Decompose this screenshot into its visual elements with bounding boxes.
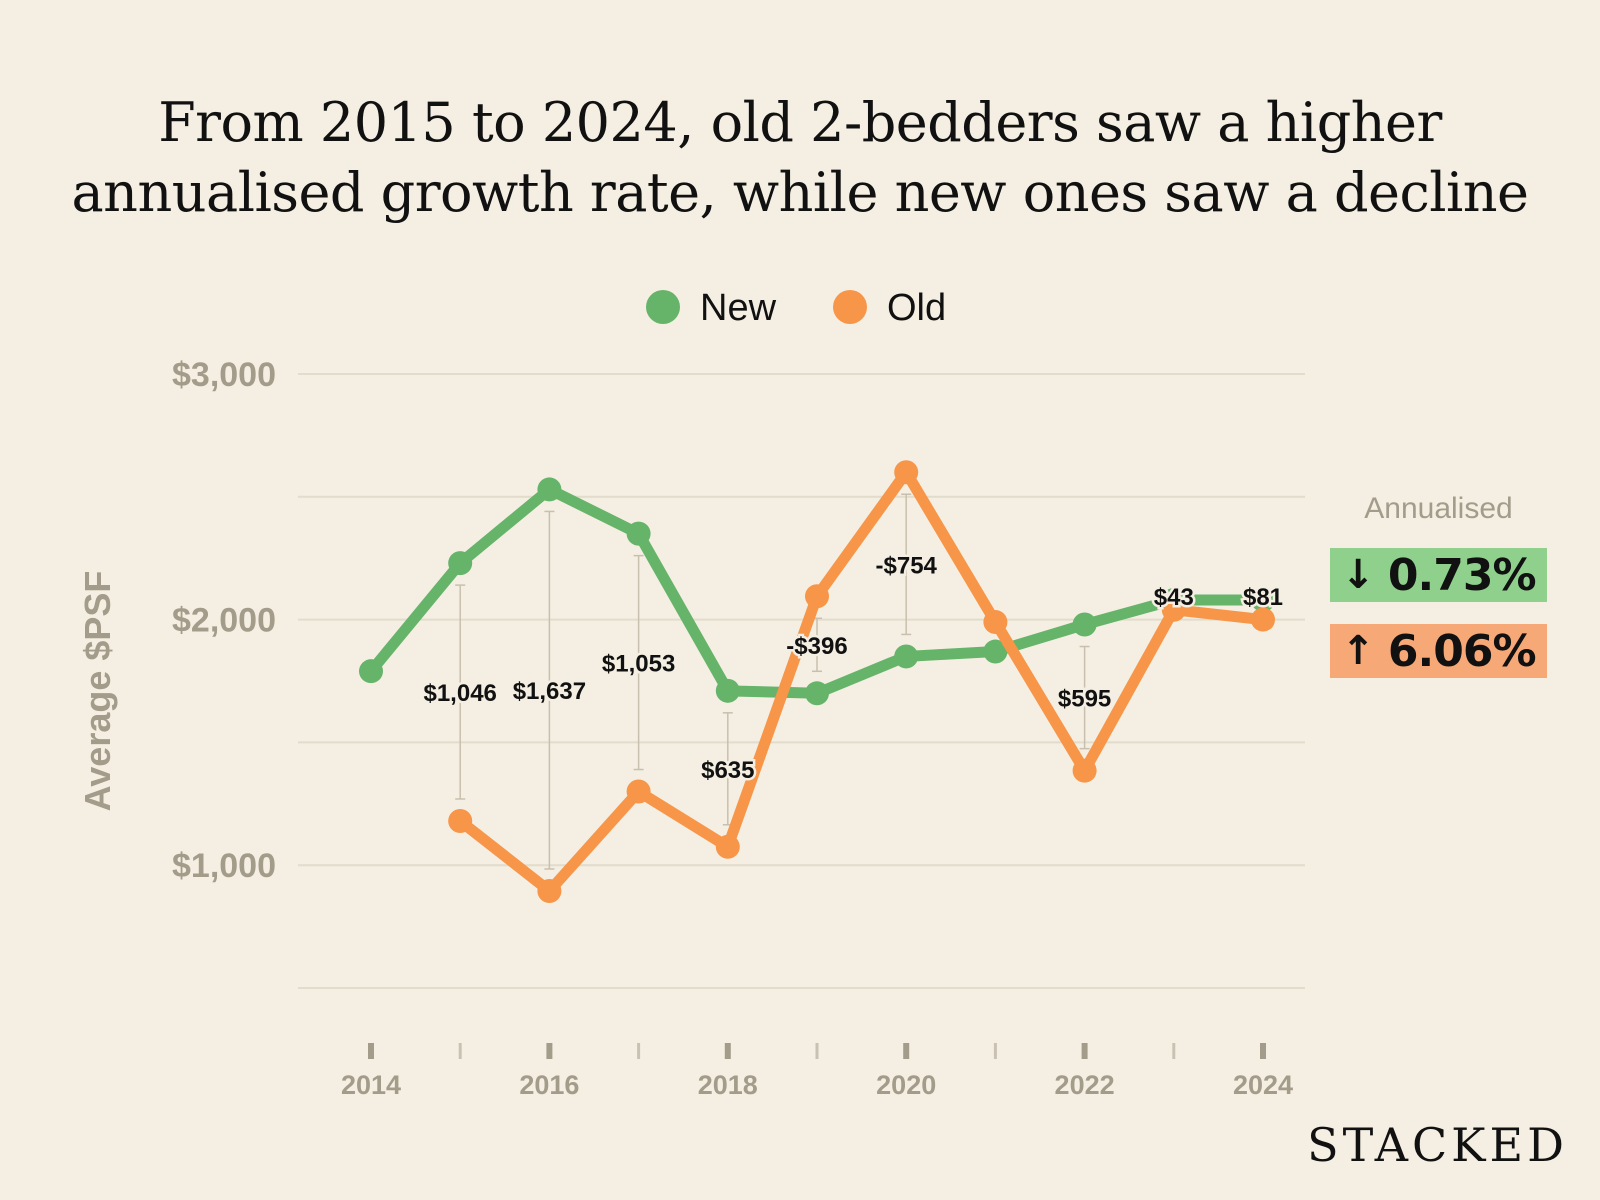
old-data-point xyxy=(894,460,919,485)
old-data-point xyxy=(1161,597,1186,622)
gap-data-label: $595 xyxy=(1058,686,1111,713)
brand-logo: STACKED xyxy=(1307,1118,1568,1172)
legend-marker-old xyxy=(833,290,867,324)
annualised-label: Annualised xyxy=(1364,492,1513,525)
x-tick-label: 2014 xyxy=(341,1070,401,1100)
gap-data-label: $1,637 xyxy=(513,678,586,705)
y-tick-label: $3,000 xyxy=(172,356,276,394)
annualised-old-badge: ↑ 6.06% xyxy=(1330,624,1547,678)
old-data-point xyxy=(715,834,740,859)
new-data-point xyxy=(983,639,1008,664)
x-tick-label: 2018 xyxy=(698,1070,758,1100)
chart-title: From 2015 to 2024, old 2-bedders saw a h… xyxy=(0,88,1600,228)
x-tick-label: 2020 xyxy=(876,1070,936,1100)
chart-title-line-1: From 2015 to 2024, old 2-bedders saw a h… xyxy=(158,91,1442,154)
gap-data-label: $1,053 xyxy=(602,651,675,678)
up-arrow-icon: ↑ xyxy=(1341,628,1375,674)
legend-label-old: Old xyxy=(887,287,946,329)
gap-data-label: $635 xyxy=(701,757,754,784)
gap-data-label: $81 xyxy=(1243,584,1283,611)
new-data-point xyxy=(359,659,383,684)
old-data-point xyxy=(448,808,473,833)
old-data-point xyxy=(805,584,829,609)
legend: New Old xyxy=(646,287,946,329)
new-data-point xyxy=(448,551,473,576)
new-data-point xyxy=(1251,587,1275,612)
gap-data-label: -$396 xyxy=(786,633,847,660)
x-tick-label: 2016 xyxy=(519,1070,579,1100)
old-data-point xyxy=(537,878,562,903)
gap-data-label: $1,046 xyxy=(423,680,496,707)
new-data-point xyxy=(1072,612,1097,637)
x-tick-label: 2022 xyxy=(1055,1070,1115,1100)
new-data-point xyxy=(626,521,651,546)
annualised-old-value: 6.06% xyxy=(1387,625,1537,677)
new-data-point xyxy=(894,644,919,669)
annualised-new-badge: ↓ 0.73% xyxy=(1330,548,1547,602)
new-data-point xyxy=(537,477,562,502)
gap-data-label: $43 xyxy=(1154,584,1194,611)
gap-data-label: -$754 xyxy=(876,552,938,579)
old-series-line xyxy=(454,466,1269,897)
old-data-point xyxy=(1251,607,1275,632)
old-data-point xyxy=(1072,758,1097,783)
y-axis-label: Average $PSF xyxy=(77,571,118,812)
y-tick-label: $1,000 xyxy=(172,847,276,885)
new-data-point xyxy=(805,681,829,706)
legend-label-new: New xyxy=(700,287,777,329)
new-data-point xyxy=(715,678,740,703)
annualised-new-value: 0.73% xyxy=(1387,549,1537,601)
legend-marker-new xyxy=(646,290,680,324)
old-data-point xyxy=(626,779,651,804)
chart-title-line-2: annualised growth rate, while new ones s… xyxy=(71,161,1529,224)
down-arrow-icon: ↓ xyxy=(1341,552,1375,598)
y-tick-label: $2,000 xyxy=(172,602,276,640)
x-tick-label: 2024 xyxy=(1233,1070,1293,1100)
old-data-point xyxy=(983,610,1008,635)
